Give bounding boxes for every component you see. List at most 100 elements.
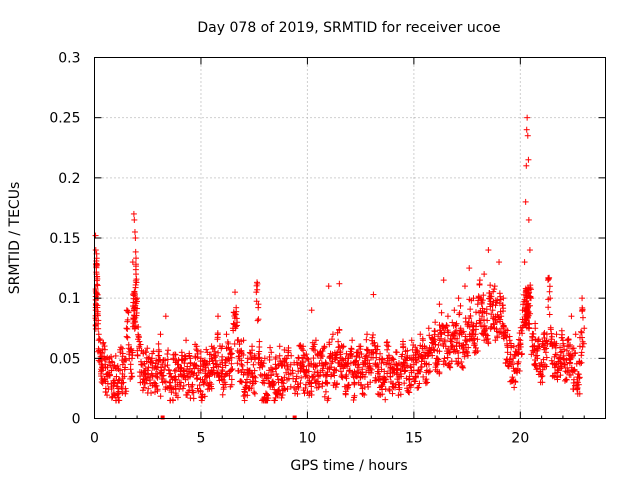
data-point [242, 384, 249, 391]
data-point [548, 357, 555, 364]
data-point [342, 388, 349, 395]
data-point [108, 385, 115, 392]
data-point [190, 395, 197, 402]
data-point [415, 384, 422, 391]
data-point [138, 369, 145, 376]
data-point [117, 346, 124, 353]
data-point [256, 354, 263, 361]
data-point [364, 331, 371, 338]
data-point [287, 361, 294, 368]
data-point [339, 374, 346, 381]
data-point [523, 162, 530, 169]
data-point [315, 384, 322, 391]
data-point [358, 351, 365, 358]
data-point [236, 341, 243, 348]
data-point [95, 325, 102, 332]
data-point [238, 379, 245, 386]
data-point [128, 347, 135, 354]
data-point [94, 308, 101, 315]
data-point [239, 362, 246, 369]
data-point [125, 341, 132, 348]
data-point [136, 338, 143, 345]
data-point [333, 381, 340, 388]
data-point [102, 388, 109, 395]
data-point [130, 210, 137, 217]
data-point [129, 259, 136, 266]
data-point [253, 298, 260, 305]
data-point [228, 345, 235, 352]
data-point [457, 302, 464, 309]
data-point [329, 336, 336, 343]
data-point [154, 364, 161, 371]
data-point [510, 343, 517, 350]
data-point [277, 358, 284, 365]
data-point [193, 376, 200, 383]
data-point [157, 364, 164, 371]
data-point [280, 380, 287, 387]
data-point [107, 353, 114, 360]
data-point [278, 394, 285, 401]
data-point [124, 334, 131, 341]
data-point [326, 341, 333, 348]
data-point [104, 354, 111, 361]
data-point [175, 361, 182, 368]
data-point [288, 352, 295, 359]
chart-title: Day 078 of 2019, SRMTID for receiver uco… [197, 20, 500, 36]
data-point [579, 343, 586, 350]
data-point [204, 372, 211, 379]
data-point [223, 331, 230, 338]
data-point [208, 385, 215, 392]
data-point [149, 350, 156, 357]
data-point [127, 366, 134, 373]
data-point [94, 261, 101, 268]
data-point [283, 359, 290, 366]
data-point [94, 282, 101, 289]
data-point [154, 386, 161, 393]
data-point [212, 357, 219, 364]
data-point [97, 337, 104, 344]
data-point [487, 282, 494, 289]
data-point [119, 350, 126, 357]
data-point [228, 376, 235, 383]
data-point [459, 364, 466, 371]
data-point [367, 379, 374, 386]
data-point [135, 323, 142, 330]
data-point [284, 363, 291, 370]
data-point [348, 350, 355, 357]
data-point [268, 349, 275, 356]
data-point [228, 366, 235, 373]
data-point [186, 350, 193, 357]
data-point [281, 385, 288, 392]
data-point [167, 379, 174, 386]
data-point [565, 336, 572, 343]
data-point [526, 247, 533, 254]
data-point [334, 329, 341, 336]
data-point [333, 367, 340, 374]
data-point [215, 363, 222, 370]
data-point [466, 265, 473, 272]
data-point [128, 373, 135, 380]
data-point [155, 359, 162, 366]
data-point [578, 328, 585, 335]
data-point [281, 346, 288, 353]
data-point [455, 295, 462, 302]
data-point [132, 235, 139, 241]
data-point [297, 367, 304, 374]
data-point [219, 368, 226, 375]
data-point [302, 381, 309, 388]
data-point [324, 380, 331, 387]
data-point [305, 368, 312, 375]
data-point [369, 334, 376, 341]
data-point [431, 327, 438, 334]
data-point [366, 363, 373, 370]
data-point [92, 247, 99, 254]
data-point [108, 358, 115, 365]
data-point [100, 339, 107, 346]
data-point [232, 323, 239, 330]
data-point [106, 359, 113, 366]
data-point [96, 335, 103, 342]
data-point [275, 386, 282, 393]
data-point [272, 394, 279, 401]
y-tick-label: 0.05 [49, 351, 80, 367]
